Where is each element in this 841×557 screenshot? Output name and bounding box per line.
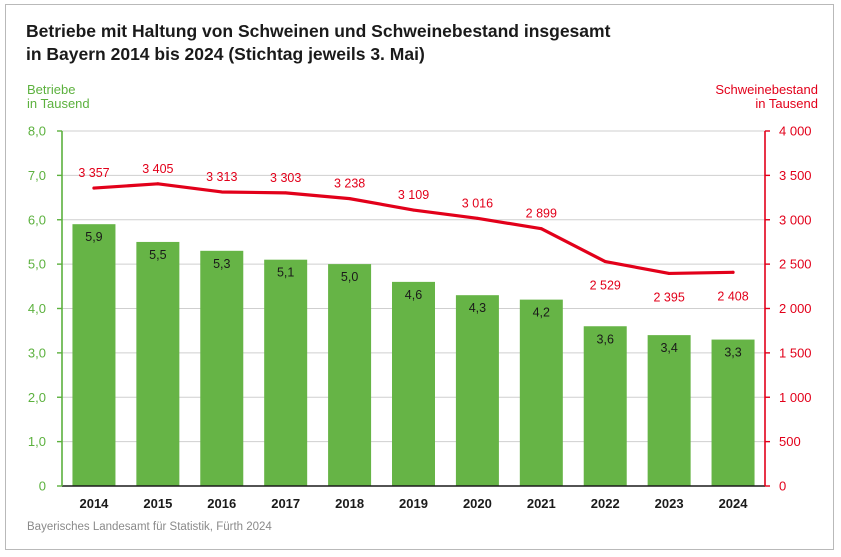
line-point xyxy=(92,186,96,190)
right-tick-label: 1 000 xyxy=(779,390,812,405)
right-tick-label: 500 xyxy=(779,434,801,449)
line-point xyxy=(539,227,543,231)
bar-value-label: 5,0 xyxy=(341,270,358,284)
bar xyxy=(455,295,499,486)
x-tick-label: 2022 xyxy=(591,496,620,511)
line-value-label: 3 405 xyxy=(142,162,173,176)
x-tick-label: 2023 xyxy=(655,496,684,511)
x-tick-label: 2014 xyxy=(79,496,109,511)
x-tick-label: 2015 xyxy=(143,496,172,511)
bar-value-label: 5,3 xyxy=(213,257,230,271)
line-point xyxy=(603,260,607,264)
bar-value-label: 5,1 xyxy=(277,266,294,280)
left-tick-label: 8,0 xyxy=(28,124,46,139)
chart-title-line-2: in Bayern 2014 bis 2024 (Stichtag jeweil… xyxy=(26,44,425,64)
right-tick-label: 2 000 xyxy=(779,301,812,316)
x-tick-label: 2019 xyxy=(399,496,428,511)
left-axis-label-line-2: in Tausend xyxy=(27,96,90,111)
line-value-label: 3 313 xyxy=(206,170,237,184)
right-tick-label: 0 xyxy=(779,479,786,494)
x-tick-label: 2018 xyxy=(335,496,364,511)
right-axis-label-line-2: in Tausend xyxy=(755,96,818,111)
left-tick-label: 2,0 xyxy=(28,390,46,405)
right-tick-label: 2 500 xyxy=(779,257,812,272)
line-point xyxy=(220,190,224,194)
bar xyxy=(583,326,627,486)
left-tick-label: 1,0 xyxy=(28,434,46,449)
line-value-label: 3 357 xyxy=(78,166,109,180)
right-axis-label-line-1: Schweinebestand xyxy=(715,82,818,97)
bar xyxy=(328,264,372,486)
x-tick-label: 2017 xyxy=(271,496,300,511)
bar xyxy=(519,299,563,486)
line-point xyxy=(348,197,352,201)
line-value-label: 3 303 xyxy=(270,171,301,185)
bar-value-label: 4,3 xyxy=(469,301,486,315)
right-tick-label: 3 000 xyxy=(779,212,812,227)
right-tick-label: 3 500 xyxy=(779,168,812,183)
bar-value-label: 3,3 xyxy=(724,346,741,360)
x-tick-label: 2021 xyxy=(527,496,556,511)
line-value-label: 3 109 xyxy=(398,188,429,202)
bar xyxy=(200,250,244,486)
bar-value-label: 5,5 xyxy=(149,248,166,262)
left-tick-label: 5,0 xyxy=(28,257,46,272)
bar-value-label: 5,9 xyxy=(85,230,102,244)
line-value-label: 2 395 xyxy=(653,290,684,304)
left-tick-label: 0 xyxy=(39,479,46,494)
left-tick-label: 7,0 xyxy=(28,168,46,183)
bar xyxy=(264,259,308,486)
line-point xyxy=(475,216,479,220)
chart-title: Betriebe mit Haltung von Schweinen und S… xyxy=(26,20,610,66)
bar xyxy=(711,339,755,486)
right-tick-label: 1 500 xyxy=(779,345,812,360)
right-tick-label: 4 000 xyxy=(779,124,812,139)
line-point xyxy=(156,182,160,186)
line-point xyxy=(731,270,735,274)
line-value-label: 3 238 xyxy=(334,177,365,191)
line-value-label: 2 529 xyxy=(590,279,621,293)
line-value-label: 2 899 xyxy=(526,207,557,221)
bar xyxy=(72,224,116,486)
bar-value-label: 3,4 xyxy=(660,341,677,355)
bar xyxy=(647,335,691,486)
x-tick-label: 2020 xyxy=(463,496,492,511)
line-point xyxy=(667,271,671,275)
bar-value-label: 4,6 xyxy=(405,288,422,302)
x-tick-label: 2024 xyxy=(719,496,749,511)
bar xyxy=(136,241,180,486)
line-value-label: 3 016 xyxy=(462,196,493,210)
line-point xyxy=(412,208,415,212)
left-axis-label-line-1: Betriebe xyxy=(27,82,76,97)
bar xyxy=(392,281,435,486)
chart-title-line-1: Betriebe mit Haltung von Schweinen und S… xyxy=(26,21,611,41)
left-tick-label: 3,0 xyxy=(28,345,46,360)
line-value-label: 2 408 xyxy=(717,289,748,303)
left-tick-label: 4,0 xyxy=(28,301,46,316)
line-point xyxy=(284,191,288,195)
x-tick-label: 2016 xyxy=(207,496,236,511)
left-axis-label: Betriebe in Tausend xyxy=(27,83,90,111)
bar-value-label: 4,2 xyxy=(533,306,550,320)
source-note: Bayerisches Landesamt für Statistik, Für… xyxy=(27,521,272,533)
bar-value-label: 3,6 xyxy=(597,332,614,346)
right-axis-label: Schweinebestand in Tausend xyxy=(715,83,818,111)
left-tick-label: 6,0 xyxy=(28,212,46,227)
